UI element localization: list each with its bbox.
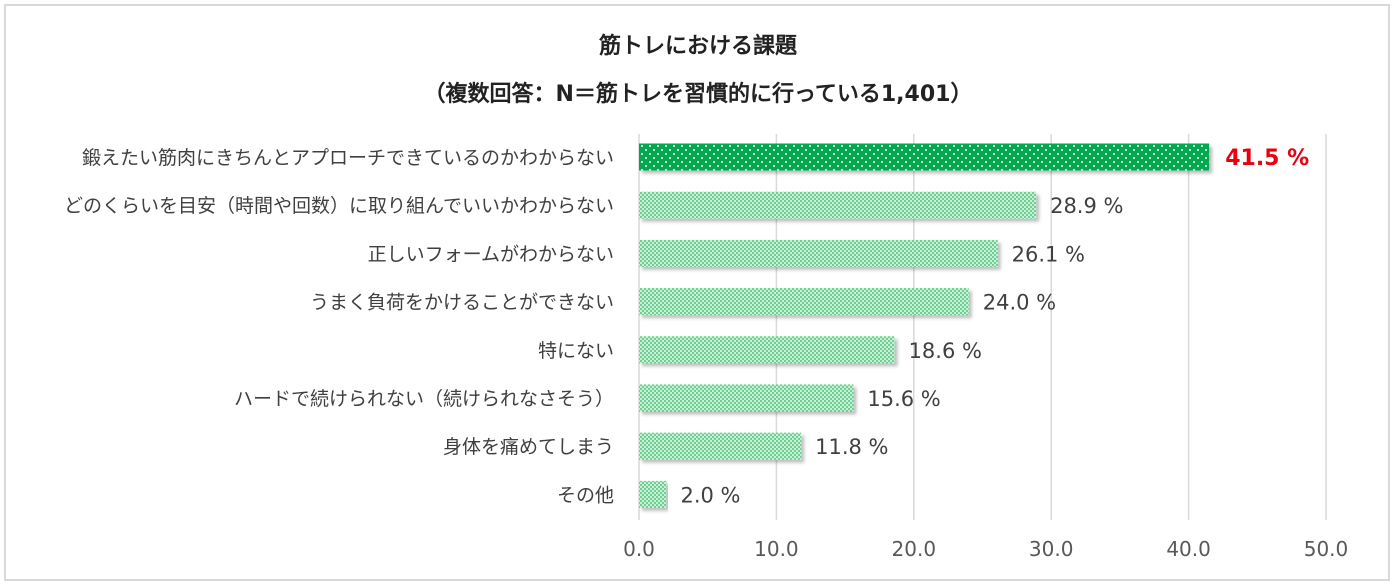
category-label: うまく負荷をかけることができない — [310, 292, 614, 314]
bar — [639, 432, 802, 460]
bar — [639, 239, 998, 267]
data-label: 18.6 % — [909, 339, 982, 363]
category-label: ハードで続けられない（続けられなさそう） — [234, 388, 614, 410]
data-label: 26.1 % — [1012, 242, 1085, 266]
data-label: 15.6 % — [867, 387, 940, 411]
bar — [639, 480, 667, 508]
category-label: どのくらいを目安（時間や回数）に取り組んでいいかわからない — [64, 195, 614, 217]
chart-subtitle: （複数回答：N＝筋トレを習慣的に行っている1,401） — [423, 82, 973, 107]
data-label: 24.0 % — [983, 291, 1056, 315]
x-tick-label: 0.0 — [623, 537, 655, 561]
category-label: その他 — [557, 484, 614, 506]
bar — [639, 336, 895, 364]
data-label: 2.0 % — [680, 483, 740, 507]
category-label: 身体を痛めてしまう — [443, 436, 614, 458]
bar — [639, 191, 1037, 219]
bar — [639, 384, 854, 412]
x-tick-label: 10.0 — [754, 537, 799, 561]
data-label: 41.5 % — [1225, 146, 1309, 171]
chart-title: 筋トレにおける課題 — [598, 34, 797, 59]
x-tick-label: 20.0 — [892, 537, 937, 561]
x-tick-label: 40.0 — [1166, 537, 1211, 561]
category-label: 特にない — [538, 340, 614, 362]
x-tick-label: 50.0 — [1304, 537, 1349, 561]
x-tick-label: 30.0 — [1029, 537, 1074, 561]
bar-highlight — [639, 143, 1210, 171]
category-label: 鍛えたい筋肉にきちんとアプローチできているのかわからない — [82, 147, 614, 169]
bar — [639, 288, 969, 316]
data-label: 11.8 % — [815, 435, 888, 459]
data-label: 28.9 % — [1050, 194, 1123, 218]
category-label: 正しいフォームがわからない — [368, 243, 614, 265]
